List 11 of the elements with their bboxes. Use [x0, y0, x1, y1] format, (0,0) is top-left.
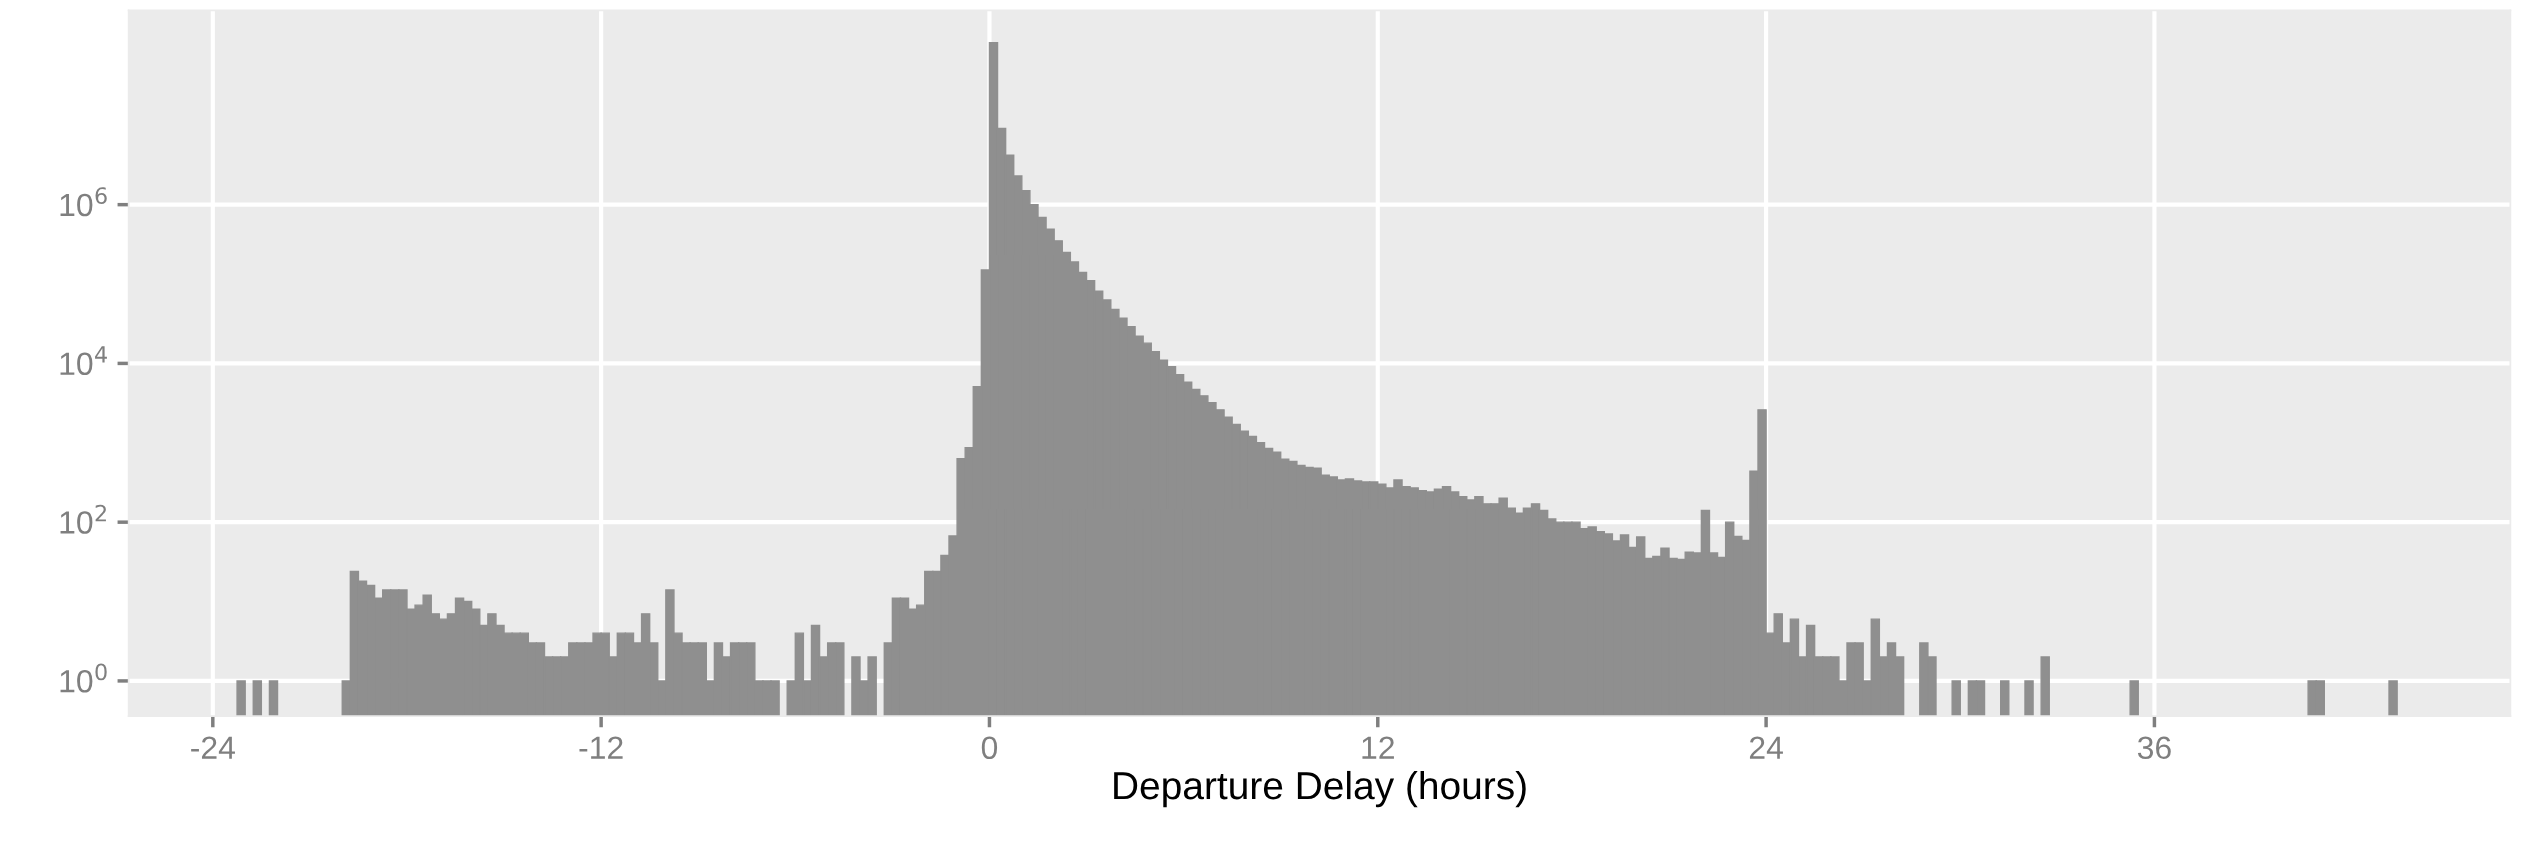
y-tick-label: 10$^{4}$	[60, 346, 107, 376]
x-tick-label: -24	[191, 736, 235, 759]
x-axis-title: Departure Delay (hours)	[1114, 770, 1526, 808]
x-tick-label: 36	[2137, 736, 2171, 760]
y-tick-label: 10$^{0}$	[60, 663, 107, 693]
y-tick-label: 10$^{2}$	[60, 504, 106, 534]
x-tick-label: 0	[981, 736, 998, 760]
y-tick-label: 10$^{6}$	[60, 187, 107, 217]
x-tick-label: 24	[1749, 736, 1783, 759]
x-tick-label: 12	[1362, 736, 1394, 759]
x-tick-label: -12	[579, 736, 623, 759]
